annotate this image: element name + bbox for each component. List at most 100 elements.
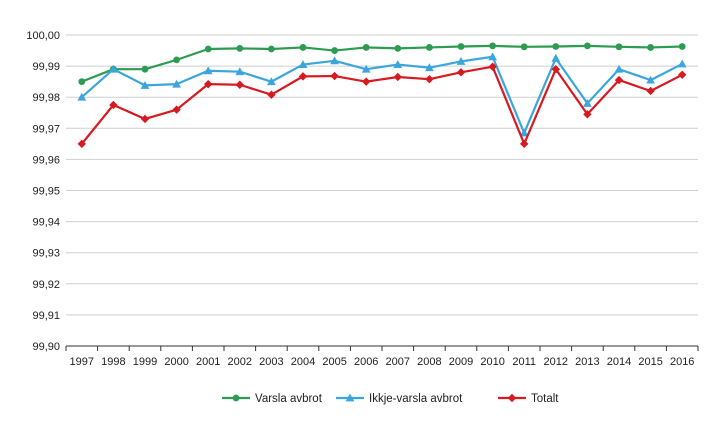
data-point [140, 114, 150, 124]
y-tick-label: 100,00 [26, 30, 60, 42]
data-point [646, 75, 655, 84]
data-point [425, 74, 434, 84]
series-line [80, 65, 683, 145]
axes: 99,90 99,91 99,92 99,93 99,94 99,95 99,96 99,97… [26, 30, 699, 368]
data-point [647, 44, 654, 51]
data-point [488, 62, 497, 71]
x-tick-label: 2008 [417, 356, 441, 368]
data-point [299, 44, 307, 51]
data-point [489, 42, 496, 50]
y-tick-label: 99,90 [32, 341, 60, 353]
series-line [81, 44, 683, 83]
y-tick-label: 99,96 [32, 154, 60, 166]
x-tick-label: 2012 [544, 356, 568, 368]
data-point [614, 64, 624, 73]
series-group [77, 42, 687, 149]
x-tick-label: 2006 [354, 356, 378, 368]
data-point [362, 44, 370, 51]
data-point [677, 59, 687, 68]
data-point [268, 45, 275, 53]
data-point [456, 68, 466, 77]
x-tick-label: 2005 [322, 356, 346, 368]
y-tick-label: 99,98 [32, 92, 60, 104]
x-tick-label: 2007 [386, 356, 410, 368]
data-point [361, 64, 371, 73]
data-point [583, 99, 592, 107]
data-point [330, 71, 339, 81]
data-point [204, 45, 212, 53]
data-point [78, 78, 86, 86]
data-point [646, 86, 655, 96]
x-tick-label: 2014 [607, 356, 631, 368]
data-point [172, 79, 181, 88]
series-totalt [77, 62, 687, 149]
y-tick-label: 99,94 [32, 217, 60, 229]
data-point [140, 80, 150, 89]
data-point [520, 139, 529, 149]
data-point [457, 43, 465, 50]
y-tick-label: 99,93 [32, 248, 60, 260]
data-point [330, 56, 339, 65]
data-point [678, 70, 687, 80]
legend-marker [232, 394, 240, 402]
data-point [614, 75, 624, 85]
y-tick-label: 99,91 [32, 310, 60, 322]
data-point [426, 44, 433, 51]
legend-label: Totalt [531, 393, 559, 405]
series-line [81, 55, 683, 135]
data-point [456, 57, 466, 65]
series-ikkje-varsla-avbrot [77, 52, 687, 137]
x-tick-label: 2013 [575, 356, 599, 368]
data-point [331, 47, 338, 54]
y-tick-label: 99,95 [32, 186, 60, 198]
data-point [173, 56, 181, 64]
data-point [678, 43, 686, 50]
data-point [298, 72, 308, 81]
data-point [109, 100, 118, 110]
data-point [393, 60, 403, 68]
x-tick-label: 2009 [449, 356, 473, 368]
data-point [520, 43, 528, 51]
data-point [584, 42, 591, 50]
legend-label: Ikkje-varsla avbrot [369, 393, 463, 405]
x-tick-label: 2010 [480, 356, 504, 368]
data-point [488, 52, 497, 61]
y-tick-label: 99,97 [32, 123, 60, 135]
data-point [236, 44, 244, 52]
data-point [393, 72, 402, 82]
data-point [362, 77, 371, 86]
legend-marker [507, 393, 517, 403]
x-tick-label: 1997 [70, 356, 94, 368]
data-point [394, 44, 402, 52]
x-tick-label: 2001 [196, 356, 220, 368]
data-point [141, 65, 149, 73]
data-point [615, 43, 623, 51]
data-point [77, 139, 86, 149]
x-tick-label: 2011 [512, 356, 536, 368]
x-tick-label: 2002 [228, 356, 252, 368]
legend-label: Varsla avbrot [255, 393, 323, 405]
data-point [77, 92, 87, 101]
legend-item: Totalt [498, 393, 559, 405]
data-point [583, 110, 592, 119]
legend-item: Ikkje-varsla avbrot [336, 393, 463, 405]
data-point [235, 67, 245, 76]
data-point [298, 60, 308, 68]
x-tick-label: 2000 [164, 356, 188, 368]
data-point [267, 90, 276, 99]
y-tick-label: 99,99 [32, 61, 60, 73]
data-point [203, 66, 213, 75]
data-point [551, 65, 560, 74]
legend-item: Varsla avbrot [222, 393, 323, 405]
data-point [552, 43, 560, 50]
data-point [172, 105, 181, 114]
x-tick-label: 1998 [101, 356, 125, 368]
data-point [235, 80, 244, 89]
x-tick-label: 2004 [291, 356, 315, 368]
legend: Varsla avbrot Ikkje-varsla avbrot Totalt [222, 393, 559, 405]
x-tick-label: 2016 [670, 356, 694, 368]
gridlines [66, 34, 698, 347]
y-tick-label: 99,92 [32, 279, 60, 291]
x-tick-label: 2015 [638, 356, 662, 368]
